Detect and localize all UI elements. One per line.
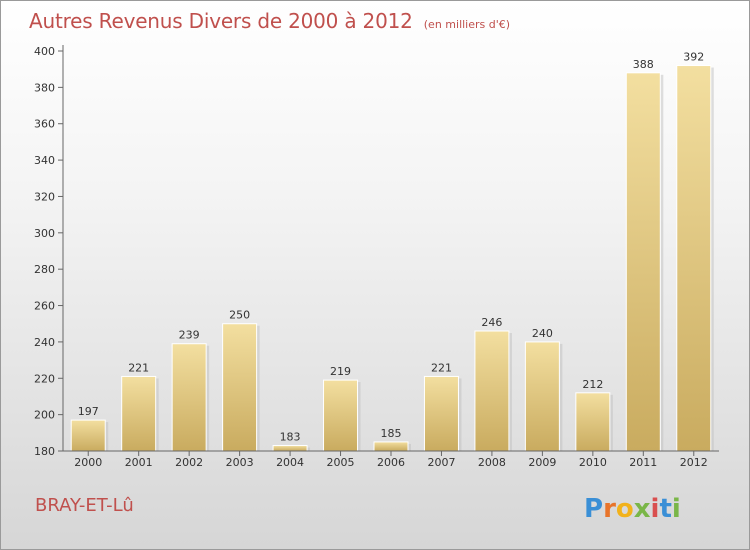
x-tick-label: 2012: [680, 456, 708, 469]
axes-group: 180 200 220 240 260 280 300 320 340 360 380 400 197 2…: [34, 45, 719, 469]
x-tick-label: 2005: [327, 456, 355, 469]
bar-value-label: 221: [431, 361, 452, 374]
chart-title: Autres Revenus Divers de 2000 à 2012: [29, 9, 413, 33]
bar-value-label: 388: [633, 58, 654, 71]
x-tick-label: 2010: [579, 456, 607, 469]
bar-value-label: 246: [481, 316, 502, 329]
y-tick-label: 380: [34, 81, 55, 94]
bars-group: [70, 65, 714, 452]
x-tick-label: 2000: [74, 456, 102, 469]
y-tick-label: 280: [34, 263, 55, 276]
bar-value-label: 392: [683, 51, 704, 64]
bar-value-label: 185: [381, 427, 402, 440]
commune-name: BRAY-ET-Lû: [35, 495, 134, 516]
y-tick-label: 360: [34, 118, 55, 131]
x-tick-label: 2007: [427, 456, 455, 469]
bar: [474, 330, 510, 452]
bar-value-label: 197: [78, 405, 99, 418]
bar: [625, 72, 661, 452]
x-tick-label: 2002: [175, 456, 203, 469]
bar-value-label: 239: [179, 329, 200, 342]
x-tick-label: 2003: [226, 456, 254, 469]
bar: [222, 323, 258, 452]
x-tick-label: 2011: [629, 456, 657, 469]
bar-value-label: 183: [280, 431, 301, 444]
y-tick-label: 320: [34, 190, 55, 203]
x-tick-label: 2008: [478, 456, 506, 469]
chart-title-block: Autres Revenus Divers de 2000 à 2012 (en…: [29, 9, 510, 33]
y-tick-label: 300: [34, 227, 55, 240]
bar: [70, 419, 106, 452]
bar-value-label: 240: [532, 327, 553, 340]
bar: [121, 375, 157, 452]
y-tick-label: 260: [34, 300, 55, 313]
y-tick-label: 180: [34, 445, 55, 458]
proxiti-logo: Proxiti: [584, 494, 681, 524]
bar-value-label: 219: [330, 365, 351, 378]
bar: [323, 379, 359, 452]
x-tick-label: 2006: [377, 456, 405, 469]
y-tick-label: 240: [34, 336, 55, 349]
y-tick-label: 340: [34, 154, 55, 167]
chart-subtitle: (en milliers d'€): [423, 18, 511, 31]
y-tick-label: 220: [34, 372, 55, 385]
bar-value-label: 250: [229, 309, 250, 322]
x-tick-label: 2009: [528, 456, 556, 469]
bar-value-label: 212: [582, 378, 603, 391]
bar: [575, 392, 611, 452]
bar: [524, 341, 560, 452]
bar-value-label: 221: [128, 361, 149, 374]
bar: [373, 441, 409, 452]
svg-text:Proxiti: Proxiti: [584, 494, 681, 524]
x-tick-label: 2001: [125, 456, 153, 469]
bar: [171, 343, 207, 452]
bar: [272, 445, 308, 452]
y-tick-label: 400: [34, 45, 55, 58]
bar: [676, 65, 712, 452]
x-tick-label: 2004: [276, 456, 304, 469]
bar: [423, 375, 459, 452]
y-tick-label: 200: [34, 409, 55, 422]
